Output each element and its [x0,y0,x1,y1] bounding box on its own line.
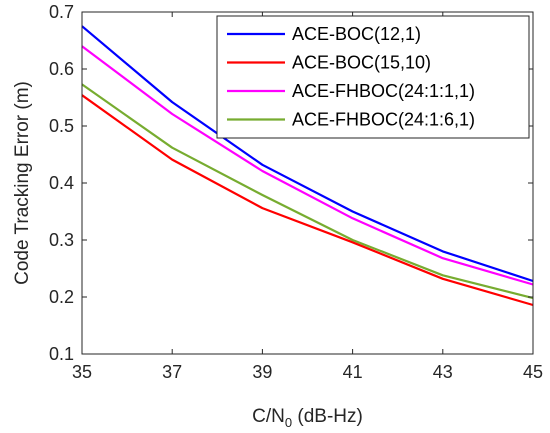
legend-label-2: ACE-BOC(15,10) [292,53,431,73]
x-axis-ticks: 35 37 39 41 43 45 [72,12,543,382]
x-tick-label: 43 [433,362,453,382]
legend-label-3: ACE-FHBOC(24:1:1,1) [292,81,475,101]
x-tick-label: 45 [523,362,543,382]
y-tick-label: 0.2 [49,287,74,307]
y-axis-ticks: 0.1 0.2 0.3 0.4 0.5 0.6 0.7 [49,2,533,364]
legend: ACE-BOC(12,1) ACE-BOC(15,10) ACE-FHBOC(24:… [216,15,530,139]
series-line-4 [81,83,534,300]
x-axis-title: C/N0 (dB-Hz) [252,406,363,430]
x-tick-label: 35 [72,362,92,382]
x-axis-title-subscript: 0 [285,415,292,430]
y-tick-label: 0.3 [49,230,74,250]
y-tick-label: 0.1 [49,344,74,364]
x-tick-label: 41 [343,362,363,382]
x-axis-title-unit: (dB-Hz) [292,406,363,427]
y-tick-label: 0.7 [49,2,74,22]
series-line-1 [81,25,534,283]
y-tick-label: 0.6 [49,59,74,79]
x-tick-label: 37 [162,362,182,382]
x-axis-title-main: C/N [252,406,285,427]
y-axis-title: Code Tracking Error (m) [12,81,33,285]
series-line-2 [81,94,534,307]
y-tick-label: 0.4 [49,173,74,193]
x-tick-label: 39 [252,362,272,382]
series-line-3 [81,45,534,286]
legend-label-1: ACE-BOC(12,1) [292,24,421,44]
y-tick-label: 0.5 [49,116,74,136]
legend-label-4: ACE-FHBOC(24:1:6,1) [292,110,475,130]
plot-lines [81,25,534,307]
legend-box [216,15,530,139]
